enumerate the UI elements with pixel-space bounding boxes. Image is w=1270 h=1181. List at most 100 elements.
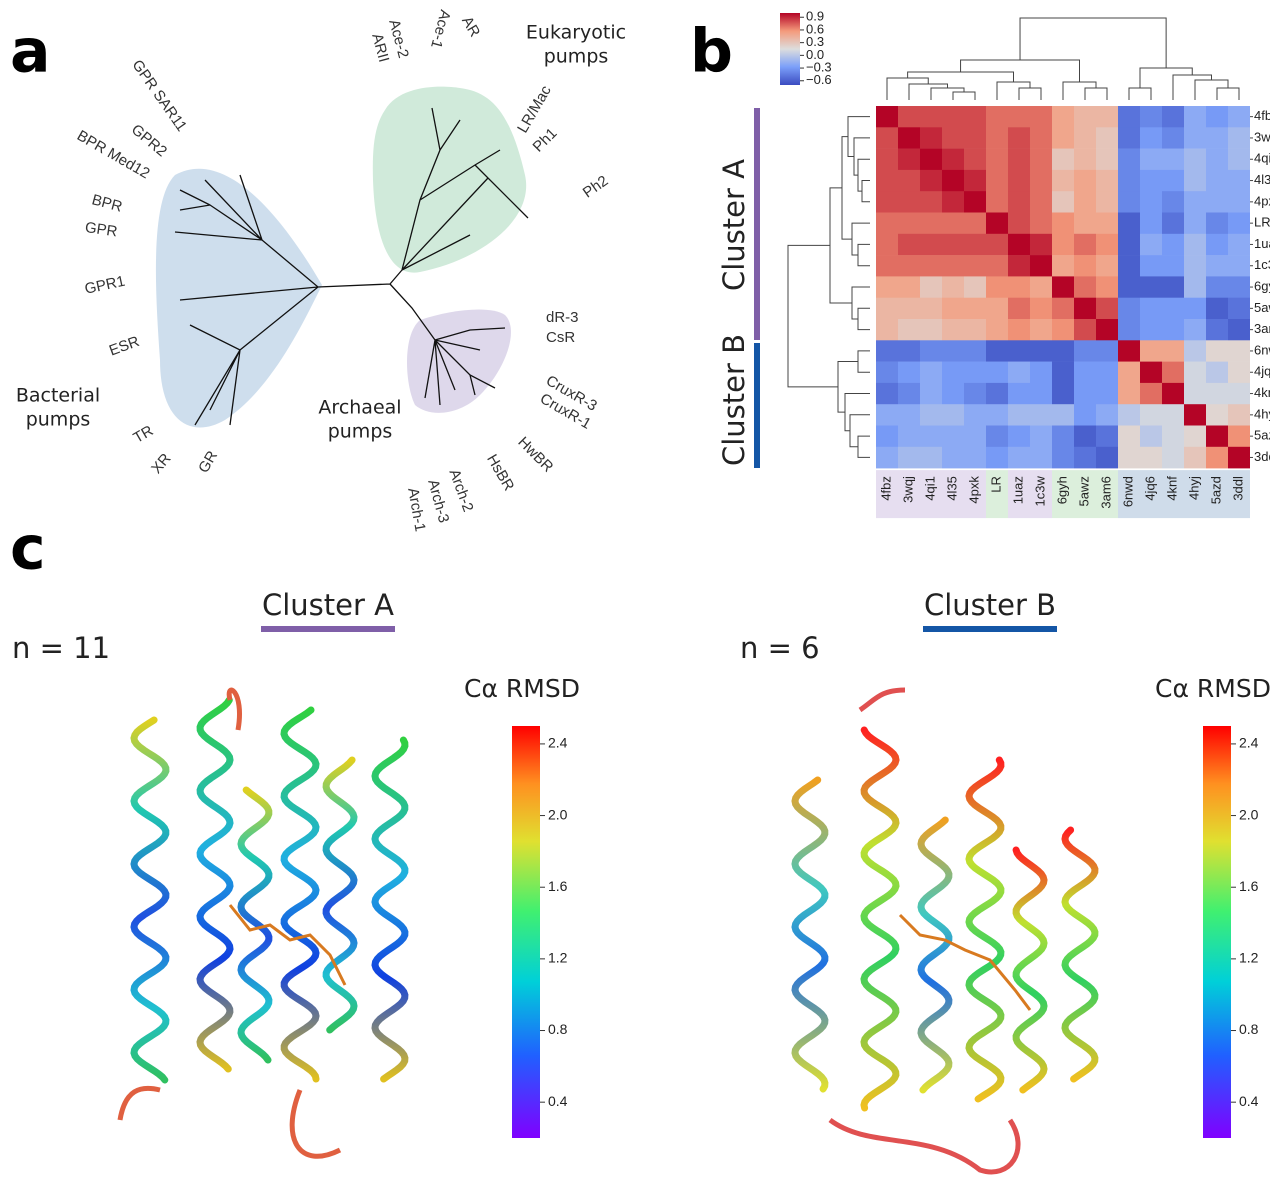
heatmap-cell (898, 149, 920, 171)
leaf-label: XR (148, 450, 175, 477)
group-label: pumps (26, 409, 91, 431)
heatmap-cell (1052, 340, 1074, 362)
colorbar-tick-label: 0.4 (1239, 1093, 1259, 1109)
heatmap-cell (1184, 149, 1206, 171)
colorbar (512, 726, 540, 1138)
heatmap-cell (876, 426, 898, 448)
heatmap-cell (942, 170, 964, 192)
heatmap-cell (1228, 298, 1250, 320)
heatmap-cell (942, 340, 964, 362)
heatmap-cell (1140, 255, 1162, 277)
heatmap-cell (1008, 106, 1030, 128)
heatmap-cell (1184, 191, 1206, 213)
heatmap-cell (898, 127, 920, 149)
heatmap-cell (920, 213, 942, 235)
row-label: 6gyh (1254, 278, 1270, 293)
heatmap-cell (964, 426, 986, 448)
colorbar-tick-label: 2.0 (548, 806, 568, 822)
heatmap-cell (1052, 362, 1074, 384)
colorbar-tick-label: 1.6 (1239, 878, 1259, 894)
heatmap-cell (1184, 127, 1206, 149)
heatmap-cell (920, 319, 942, 341)
leaf-label: ARII (368, 32, 392, 65)
column-label: 6nwd (1120, 476, 1135, 507)
row-label: 1uaz (1254, 236, 1270, 251)
heatmap-cell (1140, 426, 1162, 448)
heatmap-cell (1140, 127, 1162, 149)
heatmap-cell (1052, 298, 1074, 320)
heatmap-cell (1030, 234, 1052, 256)
heatmap-cell (1052, 426, 1074, 448)
heatmap-cell (964, 213, 986, 235)
heatmap-cell (1140, 149, 1162, 171)
heatmap-cell (1162, 298, 1184, 320)
cluster-bar (754, 108, 760, 340)
column-label: 1c3w (1032, 475, 1047, 506)
heatmap-cell (942, 447, 964, 469)
row-label: 1c3w (1254, 257, 1270, 272)
helix (134, 720, 166, 1080)
helix (795, 780, 825, 1089)
colorbar-label: Cα RMSD (1155, 674, 1270, 703)
heatmap-cell (1030, 276, 1052, 298)
heatmap-cell (1184, 213, 1206, 235)
heatmap-cell (1030, 362, 1052, 384)
heatmap-cell (1118, 362, 1140, 384)
helix (375, 740, 405, 1079)
heatmap-cell (1096, 404, 1118, 426)
cluster-label: Cluster B (717, 334, 751, 466)
heatmap-cell (1096, 276, 1118, 298)
heatmap-cell (1074, 213, 1096, 235)
heatmap-cell (876, 276, 898, 298)
heatmap-cell (1074, 149, 1096, 171)
heatmap-cell (1228, 234, 1250, 256)
column-label: 5awz (1076, 476, 1091, 506)
colorbar-tick-label: 0.4 (548, 1093, 568, 1109)
heatmap-cell (920, 426, 942, 448)
heatmap-cell (920, 255, 942, 277)
heatmap-cell (1052, 106, 1074, 128)
heatmap-cell (1228, 191, 1250, 213)
heatmap-cell (1184, 319, 1206, 341)
heatmap-cell (920, 447, 942, 469)
cluster-label: Cluster A (717, 159, 751, 291)
heatmap-cell (1096, 170, 1118, 192)
heatmap-cell (1206, 298, 1228, 320)
heatmap-cell (898, 383, 920, 405)
heatmap-cell (898, 340, 920, 362)
heatmap-cell (942, 149, 964, 171)
heatmap-cell (1184, 383, 1206, 405)
heatmap-cell (1184, 340, 1206, 362)
heatmap-cell (920, 191, 942, 213)
cluster-bar (754, 343, 760, 468)
heatmap-cell (1184, 362, 1206, 384)
heatmap-cell (1228, 383, 1250, 405)
column-label: LR (988, 476, 1003, 493)
heatmap-cell (1074, 170, 1096, 192)
heatmap-cell (1162, 319, 1184, 341)
heatmap-cell (1140, 234, 1162, 256)
heatmap-cell (1008, 426, 1030, 448)
heatmap-cell (942, 426, 964, 448)
heatmap-cell (1140, 447, 1162, 469)
heatmap-cell (876, 404, 898, 426)
heatmap-cell (1206, 362, 1228, 384)
heatmap-cell (1030, 319, 1052, 341)
heatmap-cell (898, 298, 920, 320)
heatmap-cell (898, 426, 920, 448)
heatmap-cell (1118, 404, 1140, 426)
heatmap-cell (876, 127, 898, 149)
heatmap-cell (1228, 255, 1250, 277)
heatmap-cell (1206, 404, 1228, 426)
heatmap-cell (898, 319, 920, 341)
heatmap-cell (964, 191, 986, 213)
row-label: 5awz (1254, 300, 1270, 315)
helix (284, 710, 316, 1079)
heatmap-cell (1162, 404, 1184, 426)
heatmap-cell (1206, 106, 1228, 128)
heatmap-cell (1162, 426, 1184, 448)
heatmap-cell (1118, 234, 1140, 256)
colorbar-tick-label: 0.8 (548, 1021, 568, 1037)
heatmap-cell (920, 149, 942, 171)
heatmap-cell (1074, 106, 1096, 128)
